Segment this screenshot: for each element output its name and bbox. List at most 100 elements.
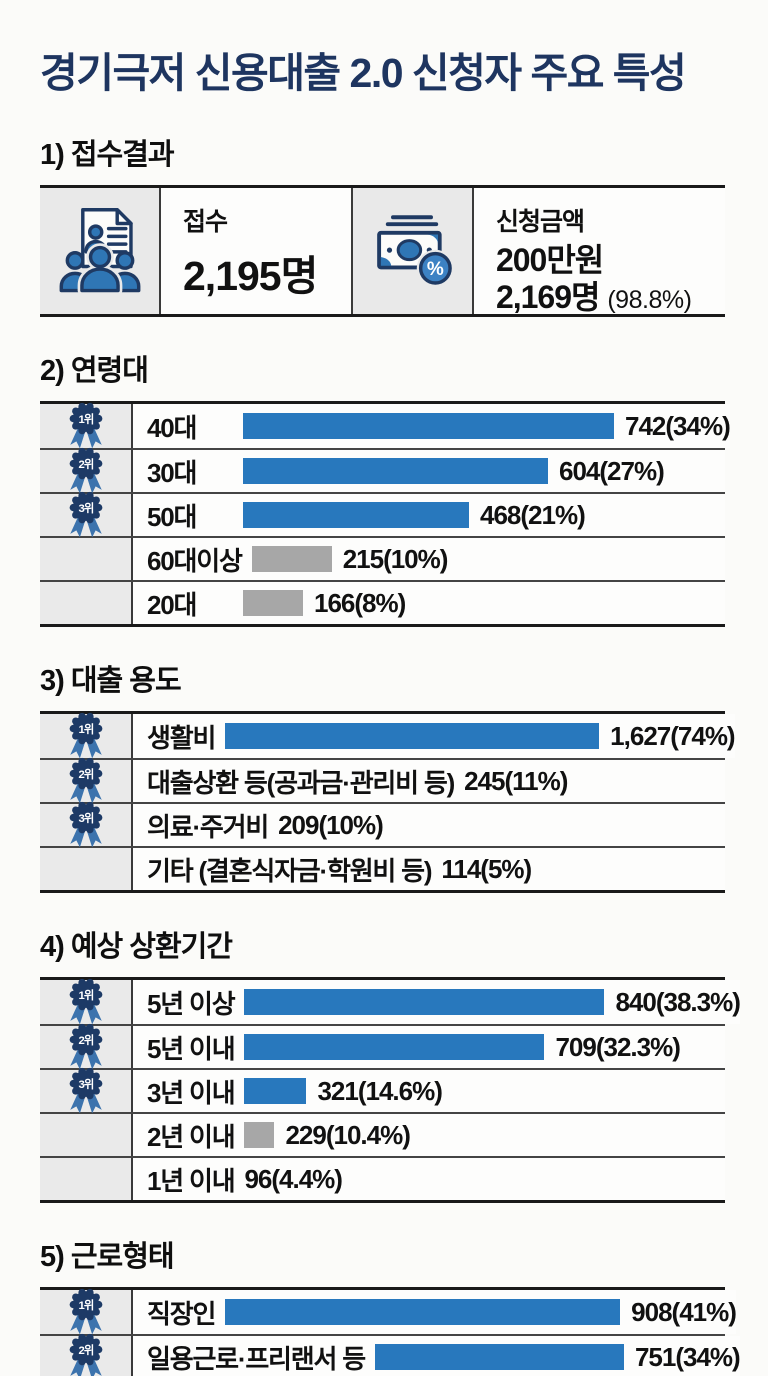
table-row: 2위 30대 604(27%)	[40, 447, 725, 494]
rank-badge-cell	[40, 538, 133, 581]
people-document-icon	[59, 208, 140, 295]
value-label: 468(21%)	[480, 499, 586, 530]
value-bar	[243, 458, 548, 485]
value-label: 245(11%)	[464, 765, 568, 796]
rank-label: 2위	[78, 1034, 93, 1047]
value-bar	[374, 1344, 624, 1371]
table-row: 2위 대출상환 등(공과금·관리비 등) 245(11%)	[40, 757, 725, 804]
rank-label: 1위	[78, 1299, 93, 1312]
rank-medal-icon: 1위	[69, 712, 102, 759]
rank-medal-icon: 1위	[69, 978, 102, 1025]
table-row: 20대 166(8%)	[40, 580, 725, 625]
table-row: 1위 5년 이상 840(38.3%)	[40, 978, 741, 1025]
reception-icon-cell	[40, 188, 161, 315]
value-bar	[225, 1299, 621, 1326]
page-title: 경기극저 신용대출 2.0 신청자 주요 특성	[40, 50, 687, 96]
table-row: 기타 (결혼식자금·학원비 등) 114(5%)	[40, 846, 725, 891]
money-percent-icon: %	[377, 215, 455, 287]
category-label: 40대	[147, 412, 197, 443]
row-content: 50대 468(21%)	[133, 494, 725, 537]
amount-label: 신청금액	[495, 208, 585, 237]
row-content: 5년 이상 840(38.3%)	[133, 980, 741, 1025]
rank-badge-cell	[40, 848, 133, 891]
category-label: 5년 이상	[147, 988, 236, 1019]
row-content: 5년 이내 709(32.3%)	[133, 1026, 725, 1069]
row-content: 대출상환 등(공과금·관리비 등) 245(11%)	[133, 760, 725, 803]
rank-badge-cell: 3위	[40, 801, 133, 848]
row-content: 일용근로·프리랜서 등 751(34%)	[133, 1336, 741, 1376]
rank-medal-icon: 1위	[69, 402, 102, 449]
rank-badge-cell: 2위	[40, 757, 133, 804]
row-content: 40대 742(34%)	[133, 404, 731, 449]
category-label: 5년 이내	[147, 1033, 236, 1064]
reception-count-value: 2,195명	[183, 253, 318, 300]
ranked-sections: 2) 연령대 1위 40대 742(34%)	[40, 347, 741, 1376]
value-label: 215(10%)	[342, 543, 449, 574]
rank-label: 3위	[78, 812, 93, 825]
table-row: 2년 이내 229(10.4%)	[40, 1112, 725, 1157]
rank-table: 1위 생활비 1,627(74%) 2위	[40, 711, 736, 894]
value-bar	[244, 1034, 545, 1061]
ranked-section: 2) 연령대 1위 40대 742(34%)	[40, 347, 731, 628]
amount-value: 200만원	[495, 242, 604, 279]
category-label: 30대	[147, 457, 197, 488]
rank-medal-icon: 2위	[69, 1023, 102, 1070]
value-bar	[243, 502, 469, 529]
category-label: 2년 이내	[147, 1121, 236, 1152]
section-heading: 3) 대출 용도	[40, 665, 182, 698]
section-heading: 4) 예상 상환기간	[40, 931, 233, 964]
category-label: 20대	[147, 589, 197, 620]
row-content: 2년 이내 229(10.4%)	[133, 1114, 725, 1157]
amount-applicants-count: 2,169명	[495, 278, 601, 315]
rank-badge-cell: 1위	[40, 402, 133, 449]
table-row: 1년 이내 96(4.4%)	[40, 1156, 725, 1201]
value-label: 742(34%)	[625, 410, 731, 441]
rank-label: 1위	[78, 989, 93, 1002]
value-bar	[243, 413, 614, 440]
reception-count-label: 접수	[183, 208, 228, 237]
rank-medal-icon: 3위	[69, 491, 102, 538]
value-label: 604(27%)	[559, 455, 665, 486]
rank-label: 2위	[78, 768, 93, 781]
value-label: 114(5%)	[441, 853, 532, 884]
rank-label: 2위	[78, 458, 93, 471]
category-label: 50대	[147, 501, 197, 532]
rank-badge-cell: 2위	[40, 1023, 133, 1070]
value-label: 209(10%)	[278, 809, 384, 840]
row-content: 의료·주거비 209(10%)	[133, 804, 725, 847]
row-content: 60대이상 215(10%)	[133, 538, 725, 581]
row-content: 20대 166(8%)	[133, 582, 725, 625]
category-label: 60대이상	[147, 545, 243, 576]
value-label: 908(41%)	[631, 1296, 737, 1327]
category-label: 생활비	[147, 722, 216, 753]
rank-badge-cell: 1위	[40, 1288, 133, 1335]
section-reception: 1) 접수결과	[40, 131, 726, 318]
section-heading: 5) 근로형태	[40, 1241, 175, 1274]
ranked-section: 5) 근로형태 1위 직장인 908(41%)	[40, 1233, 741, 1376]
value-label: 321(14.6%)	[317, 1075, 442, 1106]
table-row: 1위 40대 742(34%)	[40, 402, 731, 449]
amount-cell: 신청금액 200만원 2,169명 (98.8%)	[473, 188, 726, 316]
value-bar	[244, 1122, 275, 1149]
value-bar	[243, 590, 303, 617]
amount-applicants: 2,169명 (98.8%)	[496, 279, 725, 316]
row-content: 3년 이내 321(14.6%)	[133, 1070, 725, 1113]
rank-badge-cell: 2위	[40, 447, 133, 494]
section-heading-reception: 1) 접수결과	[40, 139, 175, 172]
table-row: 3위 3년 이내 321(14.6%)	[40, 1067, 725, 1114]
rank-label: 1위	[78, 723, 93, 736]
ranked-section: 4) 예상 상환기간 1위 5년 이상 840(38.3%)	[40, 923, 741, 1204]
value-label: 709(32.3%)	[555, 1031, 680, 1062]
value-label: 166(8%)	[314, 587, 406, 618]
rank-badge-cell	[40, 582, 133, 625]
table-row: 1위 직장인 908(41%)	[40, 1288, 737, 1335]
rank-badge-cell: 2위	[40, 1333, 133, 1376]
value-label: 751(34%)	[634, 1341, 741, 1372]
row-content: 30대 604(27%)	[133, 450, 725, 493]
rank-medal-icon: 2위	[69, 447, 102, 494]
rank-badge-cell: 1위	[40, 712, 133, 759]
section-heading: 2) 연령대	[40, 355, 149, 388]
rank-label: 1위	[78, 413, 93, 426]
category-label: 의료·주거비	[147, 811, 269, 842]
value-label: 840(38.3%)	[615, 986, 740, 1017]
